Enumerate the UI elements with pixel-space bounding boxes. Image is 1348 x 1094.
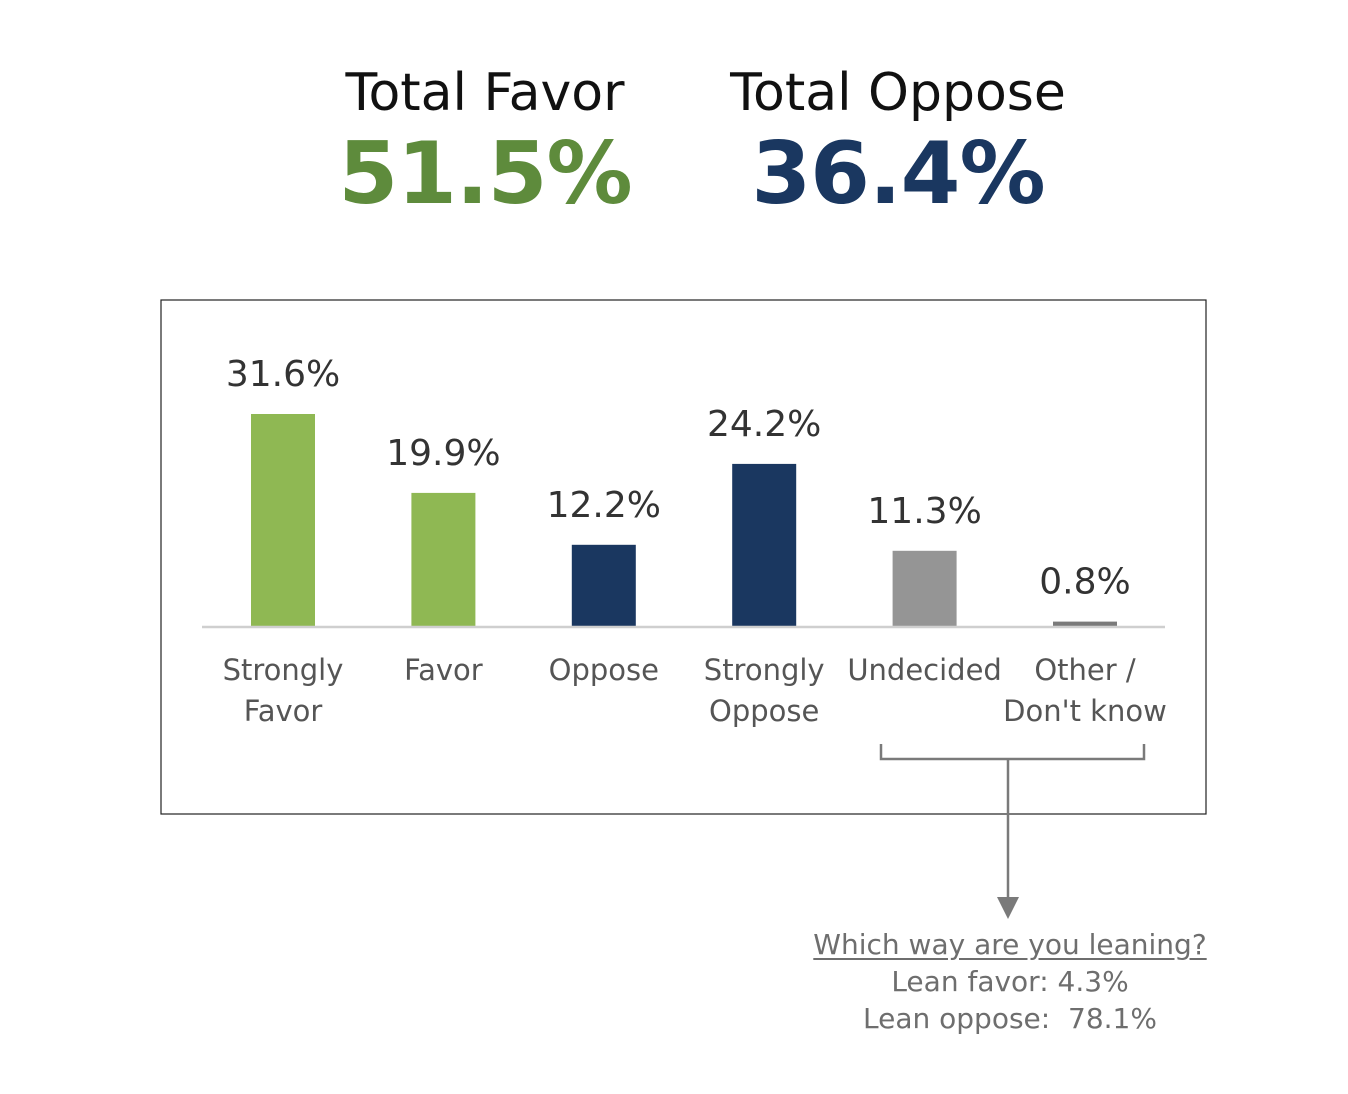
total-oppose-value: 36.4%: [751, 124, 1045, 224]
total-oppose-title: Total Oppose: [730, 63, 1066, 123]
bracket: [879, 744, 1146, 761]
category-label-0-0: Strongly: [223, 653, 344, 687]
arrow-head-icon: [997, 897, 1019, 919]
value-label-2: 12.2%: [547, 485, 661, 526]
total-oppose-summary: Total Oppose 36.4%: [718, 62, 1078, 224]
category-label-1-0: Favor: [404, 653, 483, 687]
leaning-question: Which way are you leaning?: [813, 928, 1207, 961]
total-favor-title: Total Favor: [345, 63, 625, 123]
value-label-0: 31.6%: [226, 354, 340, 395]
bar-1: [411, 492, 476, 627]
category-label-3-1: Oppose: [709, 694, 819, 728]
category-label-0-1: Favor: [244, 694, 323, 728]
value-label-1: 19.9%: [386, 433, 500, 474]
bar-5: [1053, 621, 1117, 627]
lean-favor-text: Lean favor: 4.3%: [891, 965, 1129, 998]
bar-0: [251, 414, 315, 627]
bar-2: [571, 544, 636, 627]
lean-oppose-text: Lean oppose: 78.1%: [863, 1002, 1157, 1035]
leaning-note: Which way are you leaning? Lean favor: 4…: [760, 926, 1260, 1037]
bar-3: [732, 463, 797, 627]
bar-4: [892, 550, 957, 627]
total-favor-summary: Total Favor 51.5%: [320, 62, 650, 224]
chart-frame: [160, 299, 1207, 815]
value-label-3: 24.2%: [707, 404, 821, 445]
category-label-2-0: Oppose: [549, 653, 659, 687]
value-label-4: 11.3%: [867, 491, 981, 532]
category-label-4-0: Undecided: [847, 653, 1002, 687]
labels-group: 31.6% Strongly Favor 19.9% Favor 12.2% Oppose 2…: [223, 354, 1167, 728]
bars-group: [251, 414, 1117, 627]
category-label-5-0: Other /: [1034, 653, 1136, 687]
total-favor-value: 51.5%: [338, 124, 632, 224]
category-label-5-1: Don't know: [1003, 694, 1167, 728]
value-label-5: 0.8%: [1039, 562, 1130, 603]
category-label-3-0: Strongly: [704, 653, 825, 687]
